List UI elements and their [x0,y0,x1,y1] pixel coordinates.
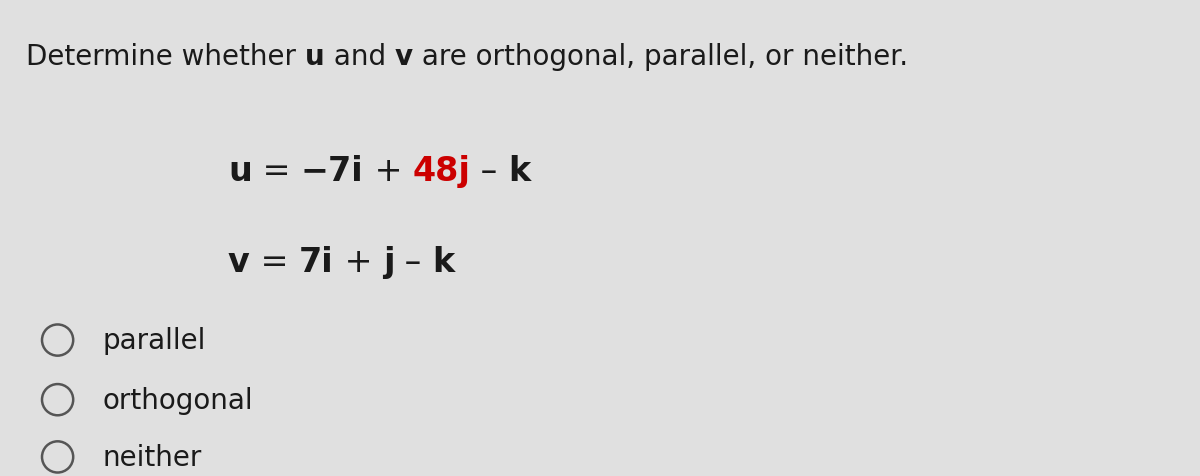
Text: neither: neither [102,443,202,471]
Text: =: = [252,155,301,188]
Text: −7i: −7i [301,155,364,188]
Text: j: j [383,245,394,278]
Text: u: u [305,43,325,71]
Text: k: k [432,245,454,278]
Text: Determine whether: Determine whether [26,43,305,71]
Text: 48j: 48j [413,155,470,188]
Text: +: + [334,245,383,278]
Text: v: v [395,43,413,71]
Text: parallel: parallel [102,327,205,354]
Text: k: k [509,155,530,188]
Text: –: – [394,245,432,278]
Text: =: = [250,245,299,278]
Text: –: – [470,155,509,188]
Text: u: u [228,155,252,188]
Text: orthogonal: orthogonal [102,386,253,414]
Text: 7i: 7i [299,245,334,278]
Text: and: and [325,43,395,71]
Text: v: v [228,245,250,278]
Text: +: + [364,155,413,188]
Text: are orthogonal, parallel, or neither.: are orthogonal, parallel, or neither. [413,43,908,71]
